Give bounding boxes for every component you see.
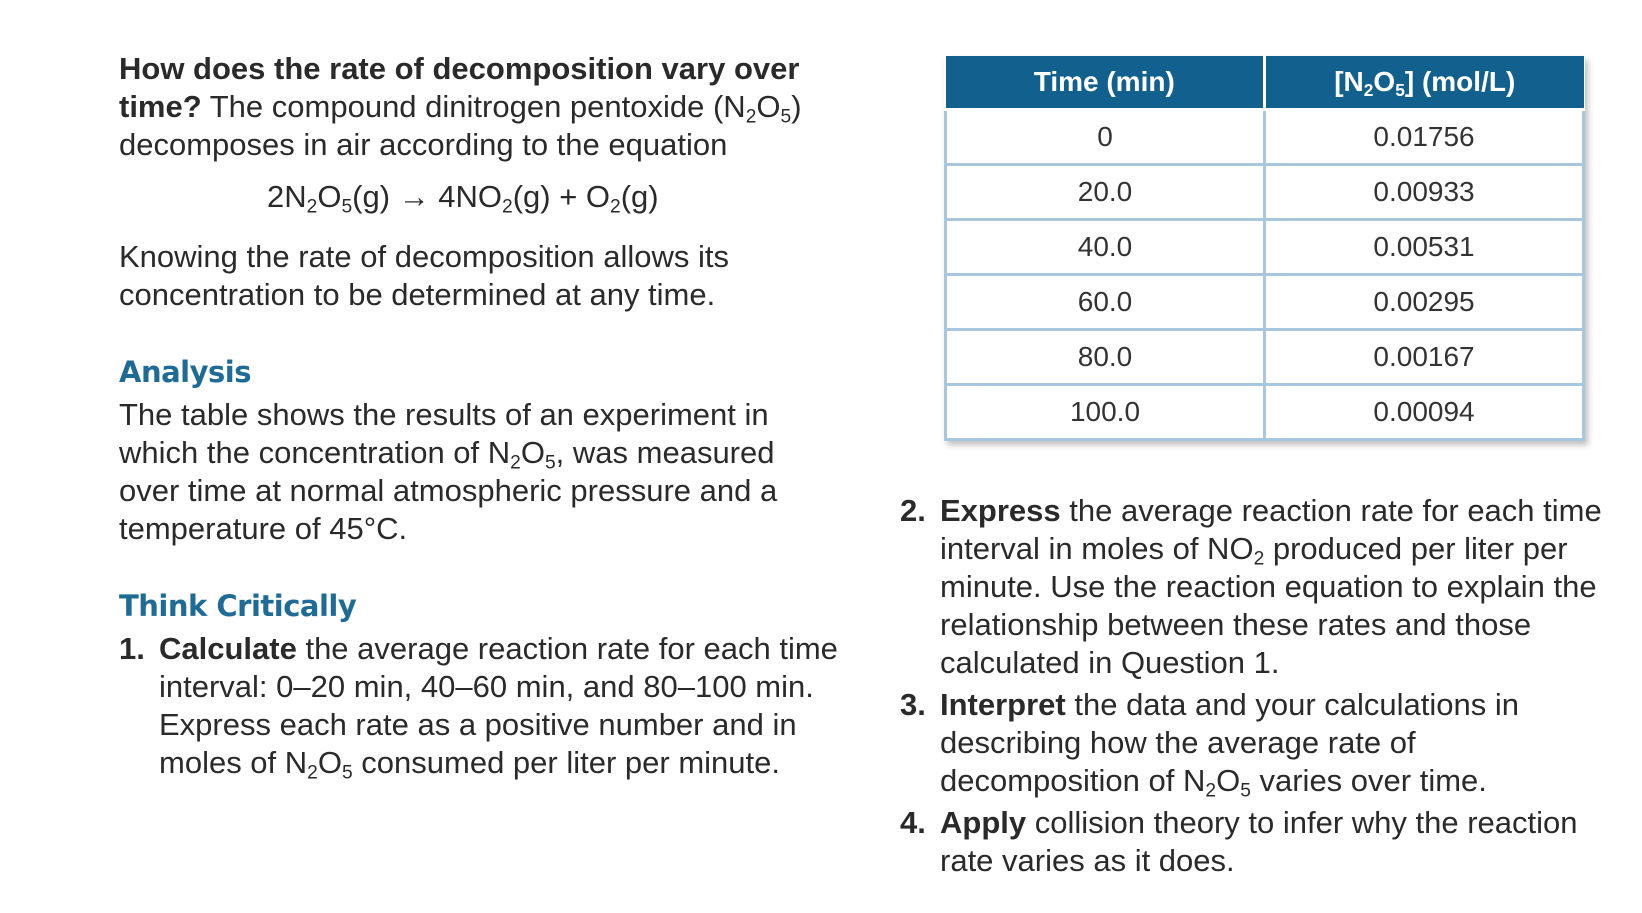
analysis-paragraph: The table shows the results of an experi…	[119, 397, 778, 546]
concentration-cell: 0.00094	[1263, 383, 1585, 441]
concentration-cell: 0.00531	[1263, 218, 1585, 276]
table-row: 80.0 0.00167	[944, 328, 1585, 386]
concentration-cell: 0.00167	[1263, 328, 1585, 386]
intro-paragraph: How does the rate of decomposition vary …	[119, 51, 802, 162]
question-1: 1. Calculate the average reaction rate f…	[119, 630, 839, 782]
concentration-cell: 0.00933	[1263, 163, 1585, 221]
time-cell: 40.0	[944, 218, 1266, 276]
table-row: 40.0 0.00531	[944, 218, 1585, 276]
concentration-cell: 0.01756	[1263, 108, 1585, 166]
question-number: 2.	[900, 493, 926, 528]
intro-question: How does the rate of decomposition vary …	[119, 51, 800, 124]
analysis-heading: Analysis	[119, 355, 251, 389]
table-row: 100.0 0.00094	[944, 383, 1585, 441]
concentration-table: Time (min) [N2O5] (mol/L) 0 0.01756 20.0…	[944, 56, 1585, 441]
table-row: 60.0 0.00295	[944, 273, 1585, 331]
left-column: How does the rate of decomposition vary …	[119, 50, 839, 782]
right-column-questions: 2. Express the average reaction rate for…	[900, 492, 1620, 880]
table-header-row: Time (min) [N2O5] (mol/L)	[945, 56, 1584, 111]
header-concentration: [N2O5] (mol/L)	[1263, 56, 1584, 111]
question-text: Calculate the average reaction rate for …	[159, 631, 838, 784]
table-row: 20.0 0.00933	[944, 163, 1585, 221]
time-cell: 20.0	[944, 163, 1266, 221]
reaction-equation: 2N2O5(g) → 4NO2(g) + O2(g)	[267, 179, 659, 218]
header-time: Time (min)	[945, 56, 1266, 111]
concentration-cell: 0.00295	[1263, 273, 1585, 331]
knowing-paragraph: Knowing the rate of decomposition allows…	[119, 239, 729, 312]
time-cell: 100.0	[944, 383, 1266, 441]
question-text: Express the average reaction rate for ea…	[940, 493, 1602, 680]
time-cell: 80.0	[944, 328, 1266, 386]
question-number: 3.	[900, 687, 926, 722]
question-text: Apply collision theory to infer why the …	[940, 805, 1578, 878]
question-2: 2. Express the average reaction rate for…	[900, 492, 1620, 682]
table-row: 0 0.01756	[944, 108, 1585, 166]
question-number: 4.	[900, 805, 926, 840]
time-cell: 60.0	[944, 273, 1266, 331]
question-text: Interpret the data and your calculations…	[940, 687, 1519, 802]
question-3: 3. Interpret the data and your calculati…	[900, 686, 1620, 800]
question-4: 4. Apply collision theory to infer why t…	[900, 804, 1620, 880]
question-number: 1.	[119, 631, 145, 666]
think-critically-heading: Think Critically	[119, 589, 357, 623]
time-cell: 0	[944, 108, 1266, 166]
data-table-container: Time (min) [N2O5] (mol/L) 0 0.01756 20.0…	[944, 56, 1585, 441]
